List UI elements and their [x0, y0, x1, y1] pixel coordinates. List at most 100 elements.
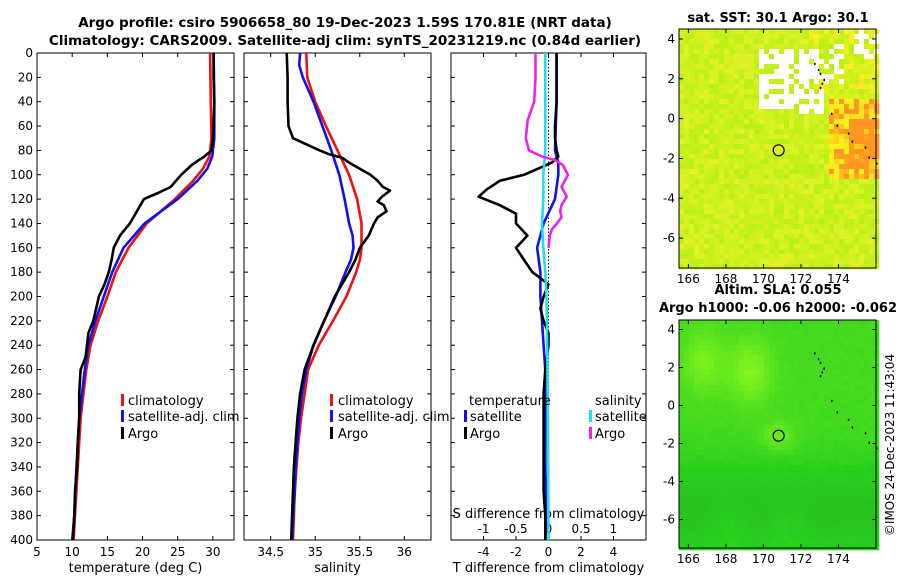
map-cell: [754, 325, 760, 331]
map-cell: [739, 99, 745, 105]
map-cell: [869, 184, 875, 190]
map-cell: [744, 214, 750, 220]
map-cell: [734, 174, 740, 180]
map-cell: [679, 490, 685, 496]
map-cell: [764, 229, 770, 235]
map-cell: [744, 520, 750, 526]
map-cell: [829, 400, 835, 406]
map-cell: [834, 375, 840, 381]
map-cell: [789, 415, 795, 421]
map-cell: [749, 219, 755, 225]
map-cell: [774, 420, 780, 426]
map-cell: [874, 480, 880, 486]
map-cell: [739, 355, 745, 361]
map-cell: [739, 430, 745, 436]
map-cell: [729, 340, 735, 346]
map-cell: [709, 219, 715, 225]
map-cell: [699, 209, 705, 215]
map-cell: [769, 370, 775, 376]
map-cell: [694, 485, 700, 491]
map-cell: [859, 184, 865, 190]
map-cell: [789, 124, 795, 130]
map-cell: [864, 355, 870, 361]
map-cell: [784, 239, 790, 245]
map-cell: [804, 485, 810, 491]
coastline-dot: [821, 82, 824, 85]
map-cell: [694, 415, 700, 421]
map-cell: [719, 109, 725, 115]
map-cell: [744, 229, 750, 235]
map-cell: [724, 340, 730, 346]
map-cell: [799, 199, 805, 205]
map-cell: [864, 475, 870, 481]
map-cell: [844, 189, 850, 195]
map-cell: [854, 495, 860, 501]
map-cell: [834, 189, 840, 195]
map-cell: [839, 74, 845, 80]
map-cell: [734, 395, 740, 401]
map-cell: [724, 189, 730, 195]
map-cell: [769, 54, 775, 60]
map-y-tick-label: 4: [667, 323, 675, 337]
map-cell: [869, 194, 875, 200]
s-tick-label: -1: [478, 522, 490, 536]
map-cell: [684, 239, 690, 245]
map-cell: [779, 480, 785, 486]
map-cell: [754, 435, 760, 441]
map-cell: [719, 259, 725, 265]
map-cell: [834, 44, 840, 50]
map-cell: [809, 139, 815, 145]
map-cell: [679, 59, 685, 65]
map-cell: [769, 375, 775, 381]
map-cell: [704, 114, 710, 120]
map-cell: [764, 455, 770, 461]
map-cell: [804, 475, 810, 481]
map-cell: [739, 420, 745, 426]
map-cell: [789, 335, 795, 341]
map-cell: [874, 385, 880, 391]
map-cell: [774, 184, 780, 190]
map-cell: [749, 224, 755, 230]
map-cell: [714, 224, 720, 230]
map-cell: [704, 144, 710, 150]
map-cell: [684, 89, 690, 95]
map-cell: [874, 174, 880, 180]
map-cell: [744, 164, 750, 170]
map-cell: [734, 259, 740, 265]
map-cell: [874, 525, 880, 531]
map-cell: [744, 124, 750, 130]
map-cell: [854, 84, 860, 90]
map-cell: [734, 179, 740, 185]
map-cell: [714, 475, 720, 481]
map-cell: [794, 415, 800, 421]
map-cell: [769, 455, 775, 461]
map-cell: [799, 340, 805, 346]
map-cell: [849, 395, 855, 401]
map-cell: [864, 510, 870, 516]
map-cell: [869, 189, 875, 195]
map-cell: [799, 89, 805, 95]
map-cell: [814, 34, 820, 40]
map-cell: [869, 490, 875, 496]
map-cell: [684, 470, 690, 476]
map-cell: [834, 455, 840, 461]
map-cell: [769, 410, 775, 416]
map-cell: [824, 169, 830, 175]
map-cell: [819, 59, 825, 65]
map-cell: [719, 365, 725, 371]
map-cell: [789, 94, 795, 100]
map-cell: [854, 94, 860, 100]
map-cell: [814, 350, 820, 356]
map-cell: [844, 149, 850, 155]
map-cell: [719, 515, 725, 521]
map-cell: [684, 340, 690, 346]
map-cell: [724, 430, 730, 436]
map-cell: [769, 450, 775, 456]
map-cell: [759, 124, 765, 130]
map-cell: [764, 540, 770, 546]
map-cell: [824, 520, 830, 526]
map-cell: [764, 89, 770, 95]
map-cell: [844, 400, 850, 406]
map-cell: [729, 520, 735, 526]
map-cell: [679, 209, 685, 215]
